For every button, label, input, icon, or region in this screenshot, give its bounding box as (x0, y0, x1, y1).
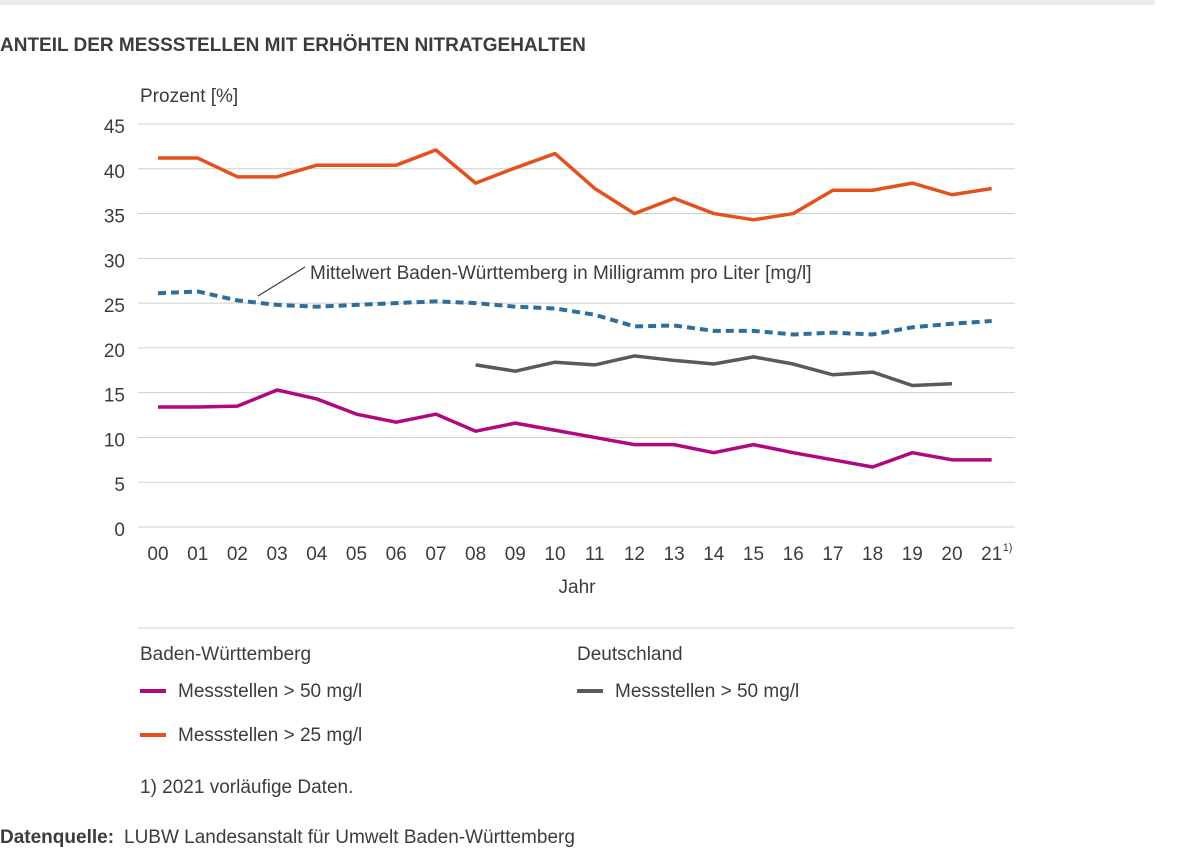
series-line (158, 148, 992, 222)
y-tick-label: 5 (114, 475, 125, 496)
series-line (157, 289, 992, 337)
y-tick-label: 20 (104, 341, 125, 362)
y-tick-label: 35 (104, 207, 125, 228)
x-tick-label: 08 (465, 544, 486, 565)
y-tick-label: 10 (104, 430, 125, 451)
x-tick-label: 03 (267, 544, 288, 565)
legend-group-title: Deutschland (577, 644, 683, 665)
y-axis-label: Prozent [%] (140, 86, 238, 107)
chart-title: ANTEIL DER MESSSTELLEN MIT ERHÖHTEN NITR… (0, 35, 586, 56)
legend-label: Messstellen > 50 mg/l (178, 681, 362, 702)
x-tick-label: 17 (822, 544, 843, 565)
legend-label: Messstellen > 25 mg/l (178, 725, 362, 746)
x-tick-label: 10 (544, 544, 565, 565)
x-tick-label: 21 (981, 544, 1002, 565)
y-tick-label: 30 (104, 251, 125, 272)
annotation-leader (257, 266, 306, 297)
legend-label: Messstellen > 50 mg/l (615, 681, 799, 702)
top-bar (0, 0, 1155, 5)
source: LUBW Landesanstalt für Umwelt Baden-Würt… (124, 827, 575, 848)
x-tick-label: 13 (664, 544, 685, 565)
x-tick-label: 09 (505, 544, 526, 565)
x-axis-label: Jahr (559, 577, 597, 598)
footnote: 1) 2021 vorläufige Daten. (140, 777, 353, 798)
x-tick-label: 18 (862, 544, 883, 565)
series-line (158, 388, 992, 469)
x-tick-label: 12 (624, 544, 645, 565)
x-tick-label: 11 (585, 544, 605, 565)
x-tick-label: 02 (227, 544, 248, 565)
x-tick-label: 05 (346, 544, 367, 565)
x-tick-label: 20 (941, 544, 962, 565)
annotation: Mittelwert Baden-Württemberg in Milligra… (310, 263, 812, 284)
y-tick-label: 40 (104, 162, 125, 183)
x-tick-label: 19 (902, 544, 923, 565)
series-line (475, 354, 953, 388)
x-tick-footnote-mark: 1) (1003, 542, 1013, 554)
source-label: Datenquelle: (0, 827, 114, 848)
x-tick-label: 06 (386, 544, 407, 565)
x-tick-label: 15 (743, 544, 764, 565)
x-tick-label: 07 (425, 544, 446, 565)
x-tick-label: 04 (306, 544, 328, 565)
x-tick-label: 14 (703, 544, 725, 565)
y-tick-label: 15 (104, 386, 125, 407)
y-tick-label: 25 (104, 296, 125, 317)
y-tick-label: 0 (114, 520, 125, 541)
y-tick-label: 45 (104, 117, 125, 138)
x-tick-label: 16 (783, 544, 804, 565)
legend-group-title: Baden-Württemberg (140, 644, 311, 665)
x-tick-label: 01 (187, 544, 208, 565)
x-tick-label: 00 (147, 544, 168, 565)
